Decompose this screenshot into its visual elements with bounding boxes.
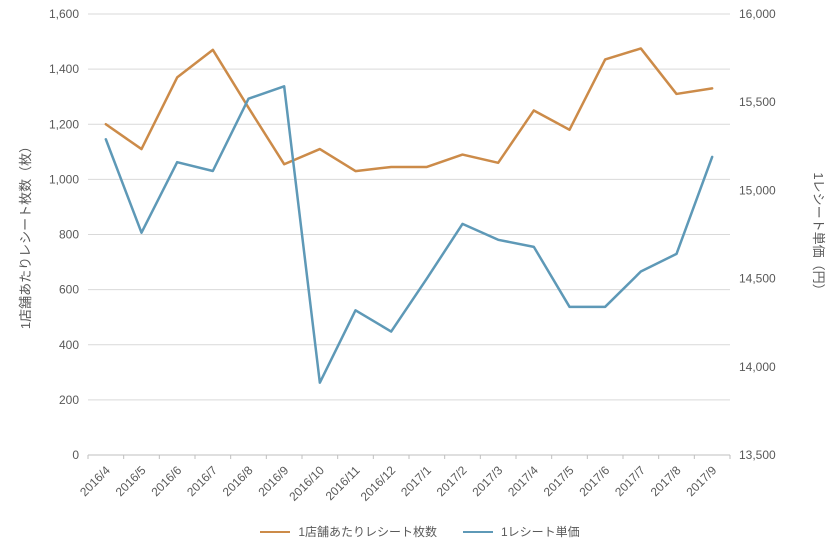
series-line-receipts-per-store bbox=[104, 47, 714, 173]
left-axis-tick-labels: 0 200 400 600 800 1,000 1,200 1,400 1,600 bbox=[49, 7, 79, 462]
legend: 1店舗あたりレシート枚数 1レシート単価 bbox=[0, 523, 840, 540]
x-axis-tick-label: 2016/10 bbox=[286, 463, 327, 504]
right-axis-tick-label: 15,500 bbox=[739, 95, 776, 109]
left-axis-title: 1店舗あたりレシート枚数（枚） bbox=[18, 140, 33, 329]
right-axis-title: 1レシート単価（円） bbox=[811, 172, 826, 296]
right-axis-tick-label: 16,000 bbox=[739, 7, 776, 21]
x-axis-tick-label: 2017/9 bbox=[683, 463, 719, 499]
left-axis-tick-label: 800 bbox=[59, 228, 79, 242]
left-axis-tick-label: 1,000 bbox=[49, 172, 79, 186]
x-axis-tick-label: 2016/8 bbox=[220, 463, 256, 499]
right-axis-tick-label: 14,000 bbox=[739, 360, 776, 374]
legend-swatch-unit-price-line bbox=[463, 530, 493, 533]
series-line-unit-price bbox=[104, 85, 714, 384]
dual-axis-line-chart: 02004006008001,0001,2001,4001,60013,5001… bbox=[18, 7, 826, 504]
x-axis-tick-label: 2017/8 bbox=[648, 463, 684, 499]
x-axis-tick-label: 2016/7 bbox=[184, 463, 220, 499]
left-axis-tick-label: 400 bbox=[59, 338, 79, 352]
x-axis-tick-label: 2016/6 bbox=[148, 463, 184, 499]
left-axis-tick-label: 600 bbox=[59, 283, 79, 297]
left-axis-tick-label: 1,200 bbox=[49, 117, 79, 131]
right-axis-tick-label: 15,000 bbox=[739, 183, 776, 197]
legend-item-unit-price: 1レシート単価 bbox=[463, 523, 580, 540]
x-axis-tick-label: 2017/2 bbox=[434, 463, 470, 499]
right-axis-tick-label: 13,500 bbox=[739, 448, 776, 462]
x-axis-tick-labels: 2016/4 2016/5 2016/6 2016/7 2016/8 2016/92016… bbox=[77, 463, 719, 504]
x-axis-tick-label: 2017/6 bbox=[576, 463, 612, 499]
x-axis-ticks bbox=[87, 455, 731, 459]
x-axis-tick-label: 2017/4 bbox=[505, 463, 541, 499]
x-axis-tick-label: 2016/4 bbox=[77, 463, 113, 499]
gridlines bbox=[88, 13, 730, 456]
x-axis-tick-label: 2017/1 bbox=[398, 463, 434, 499]
legend-label-receipts-per-store: 1店舗あたりレシート枚数 bbox=[298, 525, 437, 539]
left-axis-tick-label: 0 bbox=[72, 448, 79, 462]
legend-label-unit-price: 1レシート単価 bbox=[501, 525, 580, 539]
right-axis-tick-labels: 13,500 14,000 14,500 15,000 15,500 16,000 bbox=[739, 7, 776, 462]
legend-swatch-receipts-line bbox=[260, 530, 291, 533]
x-axis-tick-label: 2016/11 bbox=[323, 463, 363, 503]
left-axis-tick-label: 1,600 bbox=[49, 7, 79, 21]
x-axis-tick-label: 2017/5 bbox=[541, 463, 577, 499]
x-axis-tick-label: 2016/12 bbox=[358, 463, 399, 504]
legend-item-receipts-per-store: 1店舗あたりレシート枚数 bbox=[260, 523, 437, 540]
x-axis-tick-label: 2017/7 bbox=[612, 463, 648, 499]
left-axis-tick-label: 1,400 bbox=[49, 62, 79, 76]
right-axis-tick-label: 14,500 bbox=[739, 272, 776, 286]
x-axis-tick-label: 2017/3 bbox=[469, 463, 505, 499]
x-axis-tick-label: 2016/5 bbox=[113, 463, 149, 499]
left-axis-tick-label: 200 bbox=[59, 393, 79, 407]
